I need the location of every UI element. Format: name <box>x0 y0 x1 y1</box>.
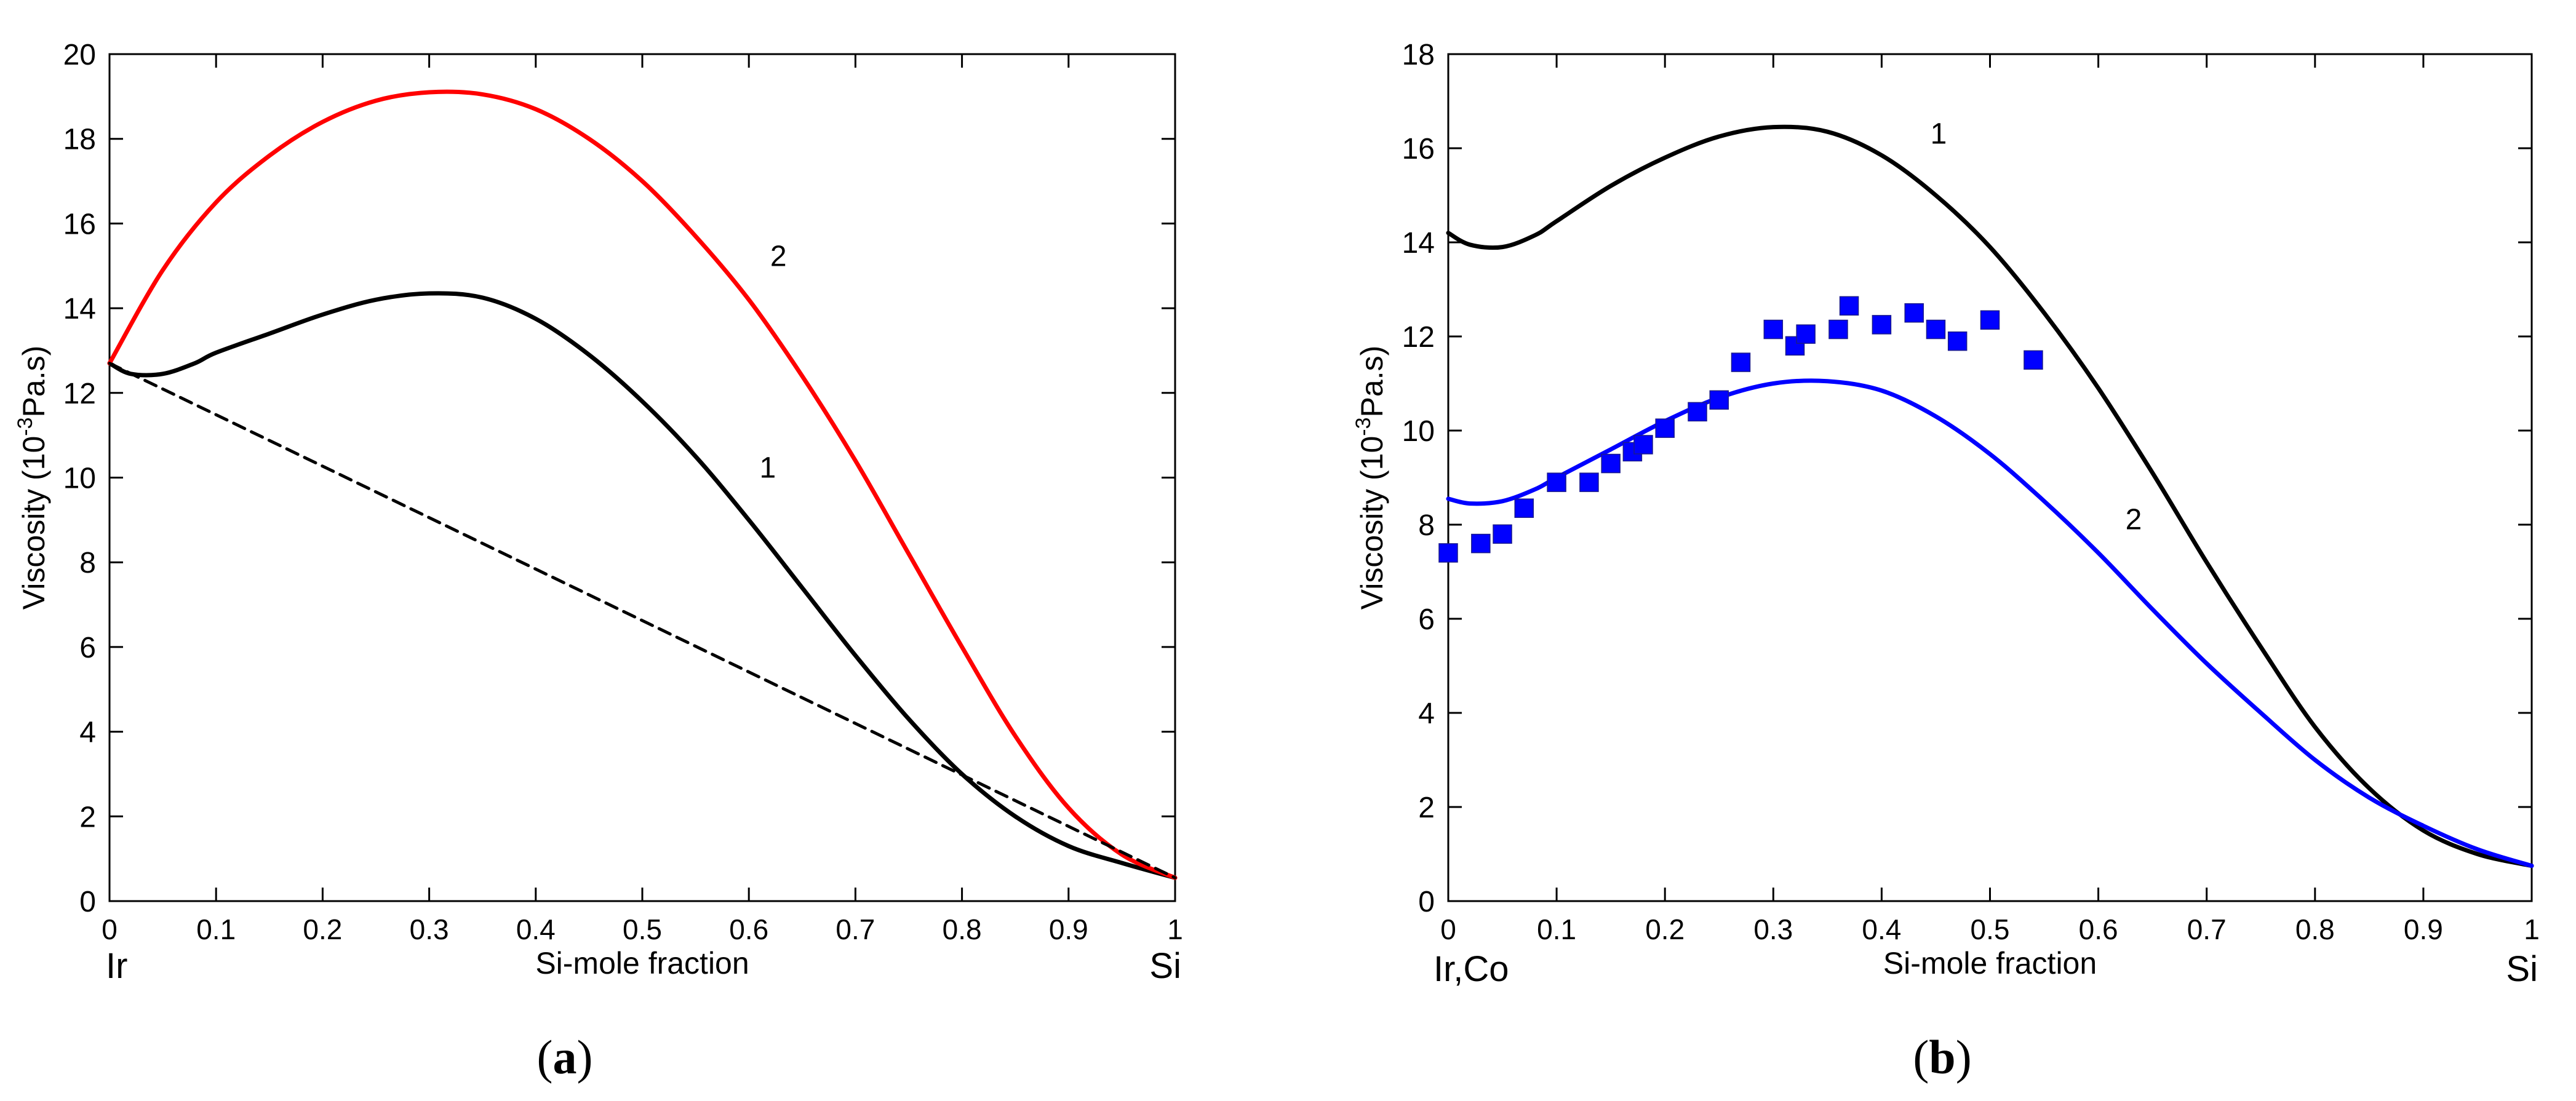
data-point-marker <box>1904 303 1924 323</box>
data-point-marker <box>1688 402 1707 422</box>
data-point-marker <box>1763 319 1784 340</box>
data-point-marker <box>1872 315 1892 335</box>
series-label-2: 2 <box>770 240 787 272</box>
x-tick-label: 0.6 <box>729 913 768 945</box>
y-tick-label: 16 <box>63 208 96 240</box>
x-tick-label: 0.1 <box>196 913 236 945</box>
y-tick-label: 12 <box>63 378 96 410</box>
data-point-marker <box>1796 324 1816 344</box>
left-endmember-label: Ir,Co <box>1434 949 1509 989</box>
series-line-1 <box>1446 124 2534 868</box>
x-tick-label: 0.1 <box>1537 913 1576 945</box>
x-tick-label: 0.8 <box>943 913 982 945</box>
x-tick-label: 1 <box>1167 913 1183 945</box>
y-tick-label: 10 <box>63 463 96 495</box>
x-tick-label: 0.9 <box>2404 913 2443 945</box>
x-tick-label: 0.4 <box>516 913 556 945</box>
x-tick-label: 0 <box>1440 913 1456 945</box>
y-axis-label: Viscosity (10-3Pa.s) <box>14 346 51 610</box>
panel-b: 0 0.1 0.2 0.3 0.4 0.5 0.6 0.7 0.8 0.9 102468101214… <box>1352 39 2540 989</box>
series-line-2 <box>1446 378 2534 868</box>
y-tick-label: 18 <box>63 124 96 156</box>
x-axis-label: Si-mole fraction <box>1883 946 2097 980</box>
x-tick-label: 0.3 <box>1753 913 1793 945</box>
left-endmember-label: Ir <box>106 946 127 986</box>
x-tick-label: 1 <box>2524 913 2540 945</box>
y-tick-label: 6 <box>1418 603 1435 636</box>
y-axis-label-superscript: -3 <box>14 417 37 435</box>
data-point-marker <box>1785 336 1805 356</box>
y-axis-label-unit: Pa.s) <box>1355 346 1389 418</box>
data-point-marker <box>1828 319 1848 340</box>
data-point-marker <box>1980 310 2000 330</box>
data-point-marker <box>1601 453 1621 474</box>
data-point-marker <box>1947 331 1968 351</box>
x-tick-label: 0.4 <box>1862 913 1901 945</box>
plot-frame <box>1447 53 2533 902</box>
y-tick-label: 0 <box>79 886 96 918</box>
data-point-marker <box>1579 472 1599 492</box>
y-tick-label: 20 <box>63 39 96 71</box>
y-tick-label: 2 <box>1418 792 1435 824</box>
x-axis-label: Si-mole fraction <box>535 946 749 980</box>
right-endmember-label: Si <box>2506 949 2538 989</box>
y-axis-label: Viscosity (10-3Pa.s) <box>1352 346 1389 610</box>
data-point-marker <box>1471 533 1491 554</box>
y-tick-label: 16 <box>1402 133 1435 165</box>
y-tick-label: 18 <box>1402 39 1435 71</box>
data-point-marker <box>1731 352 1751 372</box>
x-tick-label: 0.7 <box>835 913 875 945</box>
y-tick-label: 14 <box>63 293 96 325</box>
x-tick-label: 0.7 <box>2187 913 2227 945</box>
x-tick-label: 0.9 <box>1049 913 1088 945</box>
data-point-marker <box>1839 296 1859 316</box>
data-point-marker <box>1709 390 1729 410</box>
x-tick-label: 0.2 <box>1645 913 1685 945</box>
x-tick-label: 0.8 <box>2295 913 2335 945</box>
panel-label-a: (a) <box>537 1030 593 1084</box>
data-point-marker <box>1926 319 1946 340</box>
data-point-marker <box>1438 543 1458 563</box>
x-tick-label: 0.3 <box>410 913 449 945</box>
y-axis-label-unit: Pa.s) <box>17 346 51 418</box>
x-tick-label: 0.5 <box>623 913 662 945</box>
x-tick-label: 0.5 <box>1971 913 2010 945</box>
series-line-1 <box>107 291 1178 880</box>
series-label-1: 1 <box>1931 117 1947 150</box>
panel-label-b: (b) <box>1913 1030 1971 1084</box>
y-tick-label: 12 <box>1402 321 1435 354</box>
y-tick-label: 6 <box>79 632 96 664</box>
data-point-marker <box>1655 418 1675 438</box>
panel-a: 0 0.1 0.2 0.3 0.4 0.5 0.6 0.7 0.8 0.9 102468101214… <box>14 39 1183 986</box>
series-label-1: 1 <box>760 452 776 485</box>
data-point-marker <box>1493 524 1512 544</box>
y-tick-label: 4 <box>79 717 96 749</box>
y-axis-label-main: Viscosity (10 <box>17 436 51 610</box>
y-tick-label: 0 <box>1418 886 1435 918</box>
x-tick-label: 0 <box>102 913 118 945</box>
y-tick-label: 4 <box>1418 698 1435 730</box>
right-endmember-label: Si <box>1149 946 1181 986</box>
data-point-marker <box>1633 435 1653 455</box>
y-axis-label-superscript: -3 <box>1352 417 1375 435</box>
data-point-marker <box>1514 498 1534 518</box>
x-tick-label: 0.6 <box>2079 913 2118 945</box>
y-tick-label: 2 <box>79 801 96 833</box>
y-tick-label: 14 <box>1402 227 1435 260</box>
y-axis-label-main: Viscosity (10 <box>1355 436 1389 610</box>
y-tick-label: 8 <box>1418 509 1435 542</box>
series-line-2 <box>107 89 1178 880</box>
data-point-marker <box>2024 350 2043 370</box>
y-tick-label: 8 <box>79 547 96 579</box>
x-tick-label: 0.2 <box>303 913 342 945</box>
y-tick-label: 10 <box>1402 415 1435 448</box>
data-point-marker <box>1547 472 1566 492</box>
series-label-2: 2 <box>2126 504 2142 536</box>
series-line-ideal <box>108 362 1177 880</box>
